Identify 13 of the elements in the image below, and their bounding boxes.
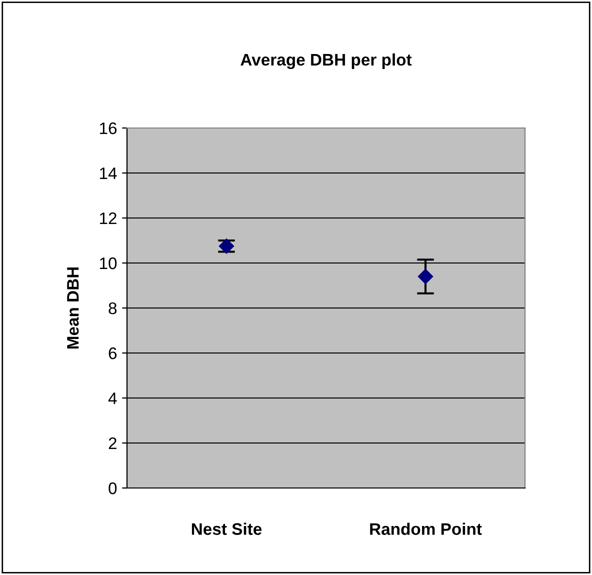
y-tick-label: 0	[108, 482, 117, 494]
y-tick-label: 4	[108, 392, 117, 404]
y-tick-label: 2	[108, 437, 116, 450]
y-tick-label: 8	[108, 302, 117, 314]
x-tick-label: Random Point	[370, 522, 482, 535]
y-tick-label: 6	[108, 347, 117, 360]
y-tick-label: 12	[100, 212, 116, 224]
y-axis-title: Mean DBH	[67, 267, 79, 349]
x-tick-label: Nest Site	[192, 522, 262, 535]
y-tick-label: 14	[100, 168, 117, 180]
y-tick-label: 10	[100, 257, 117, 270]
y-tick-label: 16	[100, 122, 117, 134]
chart-title: Average DBH per plot	[240, 53, 412, 70]
